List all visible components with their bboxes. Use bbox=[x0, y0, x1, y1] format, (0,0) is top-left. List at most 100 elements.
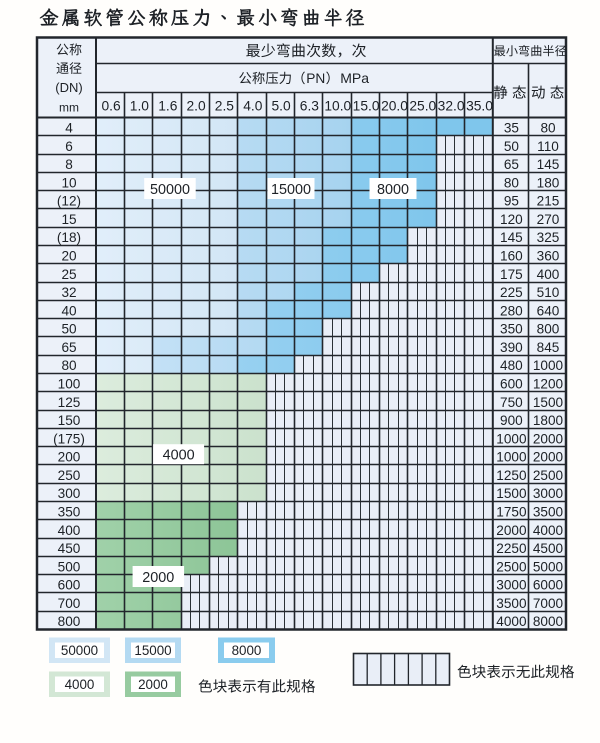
svg-text:0.6: 0.6 bbox=[102, 99, 122, 114]
svg-text:8: 8 bbox=[65, 157, 73, 172]
svg-text:15000: 15000 bbox=[271, 182, 311, 198]
svg-text:2000: 2000 bbox=[533, 431, 564, 446]
svg-text:180: 180 bbox=[537, 175, 560, 190]
svg-text:600: 600 bbox=[58, 578, 81, 593]
svg-text:360: 360 bbox=[537, 249, 560, 264]
svg-text:110: 110 bbox=[537, 139, 559, 154]
svg-text:8000: 8000 bbox=[377, 182, 409, 198]
svg-text:225: 225 bbox=[500, 285, 523, 300]
svg-text:325: 325 bbox=[537, 230, 560, 245]
svg-text:2000: 2000 bbox=[142, 570, 174, 586]
svg-text:2250: 2250 bbox=[496, 541, 527, 556]
svg-text:32.0: 32.0 bbox=[438, 99, 465, 114]
svg-text:50: 50 bbox=[504, 139, 520, 154]
svg-text:mm: mm bbox=[59, 101, 79, 115]
svg-text:2500: 2500 bbox=[533, 468, 564, 483]
svg-text:1250: 1250 bbox=[496, 468, 527, 483]
svg-text:800: 800 bbox=[537, 322, 560, 337]
svg-text:65: 65 bbox=[504, 157, 519, 172]
svg-text:2000: 2000 bbox=[138, 677, 168, 692]
svg-text:25.0: 25.0 bbox=[409, 99, 436, 114]
svg-text:(12): (12) bbox=[57, 194, 81, 209]
svg-text:3000: 3000 bbox=[496, 578, 527, 593]
svg-text:640: 640 bbox=[537, 303, 560, 318]
svg-text:4000: 4000 bbox=[65, 677, 95, 692]
svg-text:6.3: 6.3 bbox=[300, 99, 320, 114]
svg-text:3500: 3500 bbox=[496, 596, 527, 611]
svg-text:3500: 3500 bbox=[533, 505, 564, 520]
svg-text:2000: 2000 bbox=[496, 523, 527, 538]
svg-text:5.0: 5.0 bbox=[272, 99, 292, 114]
svg-text:390: 390 bbox=[500, 340, 523, 355]
svg-text:300: 300 bbox=[58, 486, 81, 501]
svg-text:700: 700 bbox=[58, 596, 81, 611]
svg-text:80: 80 bbox=[61, 358, 77, 373]
svg-text:5000: 5000 bbox=[533, 559, 564, 574]
svg-text:35.0: 35.0 bbox=[466, 99, 493, 114]
svg-text:80: 80 bbox=[504, 175, 520, 190]
svg-text:600: 600 bbox=[500, 377, 523, 392]
svg-text:1000: 1000 bbox=[496, 450, 527, 465]
svg-text:8000: 8000 bbox=[232, 643, 262, 658]
svg-text:MPa: MPa bbox=[340, 70, 369, 86]
svg-text:350: 350 bbox=[500, 322, 523, 337]
svg-text:2.5: 2.5 bbox=[215, 99, 235, 114]
svg-text:15000: 15000 bbox=[134, 643, 171, 658]
svg-text:50000: 50000 bbox=[150, 182, 190, 198]
svg-text:900: 900 bbox=[500, 413, 523, 428]
svg-text:3000: 3000 bbox=[533, 486, 564, 501]
svg-text:1.6: 1.6 bbox=[158, 99, 178, 114]
svg-text:1000: 1000 bbox=[533, 358, 564, 373]
svg-text:1.0: 1.0 bbox=[130, 99, 150, 114]
svg-text:4000: 4000 bbox=[163, 448, 195, 464]
svg-text:20.0: 20.0 bbox=[381, 99, 408, 114]
svg-text:4500: 4500 bbox=[533, 541, 564, 556]
svg-text:750: 750 bbox=[500, 395, 523, 410]
svg-text:800: 800 bbox=[58, 614, 81, 629]
svg-text:6: 6 bbox=[65, 139, 73, 154]
svg-text:845: 845 bbox=[537, 340, 560, 355]
svg-text:8000: 8000 bbox=[533, 614, 564, 629]
svg-text:350: 350 bbox=[58, 505, 81, 520]
svg-text:400: 400 bbox=[58, 523, 81, 538]
svg-text:15: 15 bbox=[61, 212, 76, 227]
svg-text:160: 160 bbox=[500, 249, 523, 264]
svg-text:4.0: 4.0 bbox=[243, 99, 263, 114]
svg-text:32: 32 bbox=[61, 285, 76, 300]
svg-text:250: 250 bbox=[58, 468, 81, 483]
svg-text:10: 10 bbox=[61, 175, 77, 190]
svg-text:2000: 2000 bbox=[533, 450, 564, 465]
svg-text:25: 25 bbox=[61, 267, 76, 282]
svg-text:1500: 1500 bbox=[496, 486, 527, 501]
svg-text:2.0: 2.0 bbox=[187, 99, 207, 114]
svg-text:1000: 1000 bbox=[496, 431, 527, 446]
svg-text:50: 50 bbox=[61, 322, 77, 337]
svg-text:(18): (18) bbox=[57, 230, 81, 245]
svg-text:1200: 1200 bbox=[533, 377, 564, 392]
svg-text:510: 510 bbox=[537, 285, 560, 300]
svg-text:4: 4 bbox=[65, 121, 73, 136]
svg-text:400: 400 bbox=[537, 267, 560, 282]
svg-text:100: 100 bbox=[58, 377, 81, 392]
svg-text:450: 450 bbox=[58, 541, 81, 556]
svg-text:50000: 50000 bbox=[61, 643, 98, 658]
svg-text:1800: 1800 bbox=[533, 413, 564, 428]
svg-text:80: 80 bbox=[540, 121, 556, 136]
svg-text:150: 150 bbox=[58, 413, 81, 428]
svg-text:4000: 4000 bbox=[496, 614, 527, 629]
svg-text:120: 120 bbox=[500, 212, 523, 227]
svg-text:280: 280 bbox=[500, 303, 523, 318]
svg-text:15.0: 15.0 bbox=[353, 99, 380, 114]
svg-text:65: 65 bbox=[61, 340, 76, 355]
svg-text:7000: 7000 bbox=[533, 596, 564, 611]
svg-text:1500: 1500 bbox=[533, 395, 564, 410]
svg-text:40: 40 bbox=[61, 303, 77, 318]
svg-text:145: 145 bbox=[500, 230, 523, 245]
svg-text:500: 500 bbox=[58, 559, 81, 574]
svg-text:(175): (175) bbox=[53, 431, 85, 446]
svg-text:20: 20 bbox=[61, 249, 77, 264]
svg-text:1750: 1750 bbox=[496, 505, 527, 520]
svg-text:215: 215 bbox=[537, 194, 560, 209]
svg-text:270: 270 bbox=[537, 212, 560, 227]
svg-text:PN: PN bbox=[306, 71, 325, 86]
